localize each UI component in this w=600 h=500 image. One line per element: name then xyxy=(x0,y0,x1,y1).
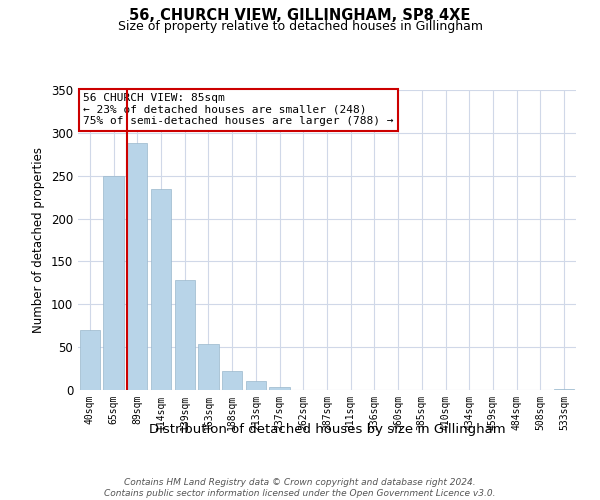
Text: Contains HM Land Registry data © Crown copyright and database right 2024.
Contai: Contains HM Land Registry data © Crown c… xyxy=(104,478,496,498)
Text: 56, CHURCH VIEW, GILLINGHAM, SP8 4XE: 56, CHURCH VIEW, GILLINGHAM, SP8 4XE xyxy=(130,8,470,22)
Text: 56 CHURCH VIEW: 85sqm
← 23% of detached houses are smaller (248)
75% of semi-det: 56 CHURCH VIEW: 85sqm ← 23% of detached … xyxy=(83,93,394,126)
Bar xyxy=(151,188,171,390)
Bar xyxy=(175,280,195,390)
Bar xyxy=(269,386,290,390)
Text: Distribution of detached houses by size in Gillingham: Distribution of detached houses by size … xyxy=(149,422,505,436)
Bar xyxy=(199,344,218,390)
Y-axis label: Number of detached properties: Number of detached properties xyxy=(32,147,46,333)
Text: Size of property relative to detached houses in Gillingham: Size of property relative to detached ho… xyxy=(118,20,482,33)
Bar xyxy=(222,371,242,390)
Bar xyxy=(80,330,100,390)
Bar xyxy=(103,176,124,390)
Bar xyxy=(554,389,574,390)
Bar xyxy=(127,143,148,390)
Bar xyxy=(246,382,266,390)
